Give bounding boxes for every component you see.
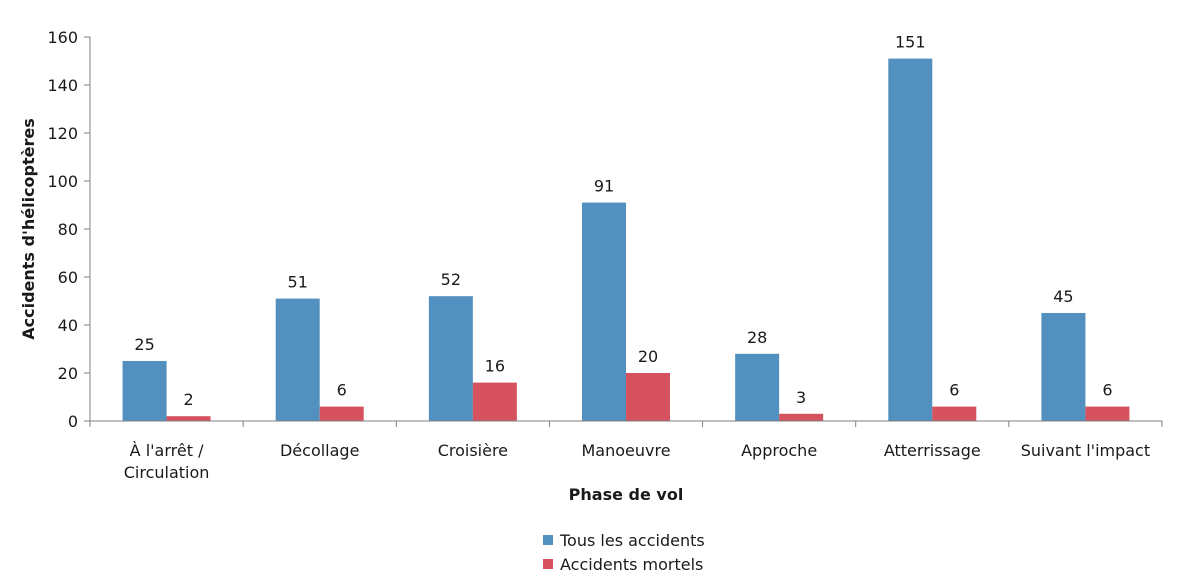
- y-axis-ticks: 0 20 40 60 80 100 120 140 160: [47, 28, 90, 431]
- data-label: 6: [1102, 381, 1112, 400]
- bar-accidents-mortels: [1085, 406, 1130, 421]
- bar-accidents-mortels: [626, 373, 670, 421]
- data-label: 151: [895, 33, 926, 52]
- legend-label: Tous les accidents: [559, 531, 705, 550]
- bars: [122, 58, 1130, 421]
- y-tick-label: 160: [47, 28, 78, 47]
- data-label: 28: [747, 328, 767, 347]
- y-tick-label: 140: [47, 76, 78, 95]
- y-tick-label: 60: [58, 268, 78, 287]
- y-tick-label: 0: [68, 412, 78, 431]
- data-label: 52: [441, 270, 461, 289]
- data-label: 2: [183, 390, 193, 409]
- bar-tous-les-accidents: [582, 202, 626, 421]
- x-tick-label: Manoeuvre: [581, 441, 670, 460]
- y-tick-label: 100: [47, 172, 78, 191]
- bar-accidents-mortels: [932, 406, 977, 421]
- y-tick-label: 120: [47, 124, 78, 143]
- y-tick-label: 40: [58, 316, 78, 335]
- data-label: 3: [796, 388, 806, 407]
- data-label: 45: [1053, 287, 1073, 306]
- x-tick-label: Approche: [741, 441, 817, 460]
- data-label: 6: [949, 381, 959, 400]
- bar-tous-les-accidents: [1041, 313, 1086, 421]
- bar-accidents-mortels: [166, 416, 211, 421]
- bar-tous-les-accidents: [122, 361, 167, 421]
- data-label: 20: [638, 347, 658, 366]
- legend-swatch: [543, 559, 553, 569]
- x-tick-label: Croisière: [438, 441, 508, 460]
- legend-swatch: [543, 535, 553, 545]
- legend-label: Accidents mortels: [560, 555, 703, 574]
- x-tick-label: Atterrissage: [884, 441, 981, 460]
- data-label: 91: [594, 177, 614, 196]
- bar-accidents-mortels: [779, 413, 824, 421]
- data-label: 25: [134, 335, 154, 354]
- data-labels: 25 51 52 91 28 151 45 2 6 16 20 3 6 6: [134, 33, 1112, 410]
- data-label: 51: [288, 273, 308, 292]
- x-tick-label: Suivant l'impact: [1021, 441, 1150, 460]
- bar-tous-les-accidents: [888, 58, 933, 421]
- data-label: 6: [337, 381, 347, 400]
- bar-tous-les-accidents: [275, 298, 320, 421]
- x-tick-label: Décollage: [280, 441, 359, 460]
- data-label: 16: [485, 357, 505, 376]
- y-tick-label: 80: [58, 220, 78, 239]
- x-tick-label: À l'arrêt / Circulation: [124, 441, 210, 482]
- x-axis-ticks: À l'arrêt / Circulation Décollage Croisière…: [89, 421, 1163, 482]
- x-axis-title: Phase de vol: [569, 485, 684, 504]
- y-axis-title: Accidents d'hélicoptères: [19, 118, 38, 340]
- bar-tous-les-accidents: [428, 296, 473, 421]
- legend: Tous les accidents Accidents mortels: [543, 531, 705, 574]
- bar-accidents-mortels: [319, 406, 364, 421]
- y-tick-label: 20: [58, 364, 78, 383]
- bar-accidents-mortels: [472, 382, 517, 421]
- bar-tous-les-accidents: [735, 353, 780, 421]
